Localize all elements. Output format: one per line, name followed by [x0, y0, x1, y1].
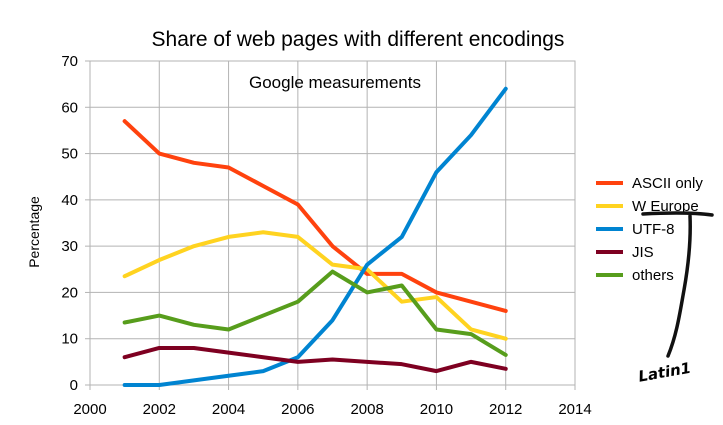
legend-label: ASCII only: [632, 175, 703, 192]
series-line-utf-8: [122, 86, 508, 387]
handwritten-annotation: Latin1: [637, 211, 714, 386]
legend-label: W Europe: [632, 198, 699, 215]
plot-area-border: [89, 60, 576, 386]
x-tick-label: 2006: [281, 401, 314, 418]
y-axis-label: Percentage: [26, 196, 42, 268]
y-tick-label: 0: [70, 377, 78, 394]
y-tick-label: 70: [61, 53, 78, 70]
handwritten-note: Latin1: [637, 359, 692, 386]
y-tick-label: 30: [61, 238, 78, 255]
x-tick-labels: 2000 2002 2004 2006 2008 2010 2012 2014: [73, 401, 591, 418]
legend-label: UTF-8: [632, 221, 675, 238]
x-tick-label: 2002: [143, 401, 176, 418]
x-tick-label: 2012: [489, 401, 522, 418]
series-line-w-europe: [122, 230, 508, 341]
x-tick-label: 2004: [212, 401, 245, 418]
handwritten-bracket: [641, 211, 714, 358]
chart-title: Share of web pages with different encodi…: [152, 28, 565, 51]
x-tick-label: 2014: [558, 401, 591, 418]
chart-annotation: Google measurements: [249, 73, 421, 92]
series-line-jis: [122, 345, 508, 374]
axes: [85, 60, 576, 390]
series-line-others: [122, 269, 508, 357]
legend-label: JIS: [632, 244, 654, 261]
y-tick-label: 40: [61, 192, 78, 209]
y-tick-label: 60: [61, 99, 78, 116]
y-tick-label: 20: [61, 284, 78, 301]
series-line-ascii-only: [122, 119, 508, 313]
y-tick-label: 10: [61, 331, 78, 348]
x-tick-label: 2000: [73, 401, 106, 418]
series-lines: [122, 86, 508, 387]
y-tick-labels: 0 10 20 30 40 50 60 70: [61, 53, 78, 394]
x-tick-label: 2008: [350, 401, 383, 418]
y-tick-label: 50: [61, 146, 78, 163]
legend: ASCII only W Europe UTF-8 JIS others: [596, 175, 703, 284]
x-tick-label: 2010: [420, 401, 453, 418]
legend-label: others: [632, 267, 674, 284]
